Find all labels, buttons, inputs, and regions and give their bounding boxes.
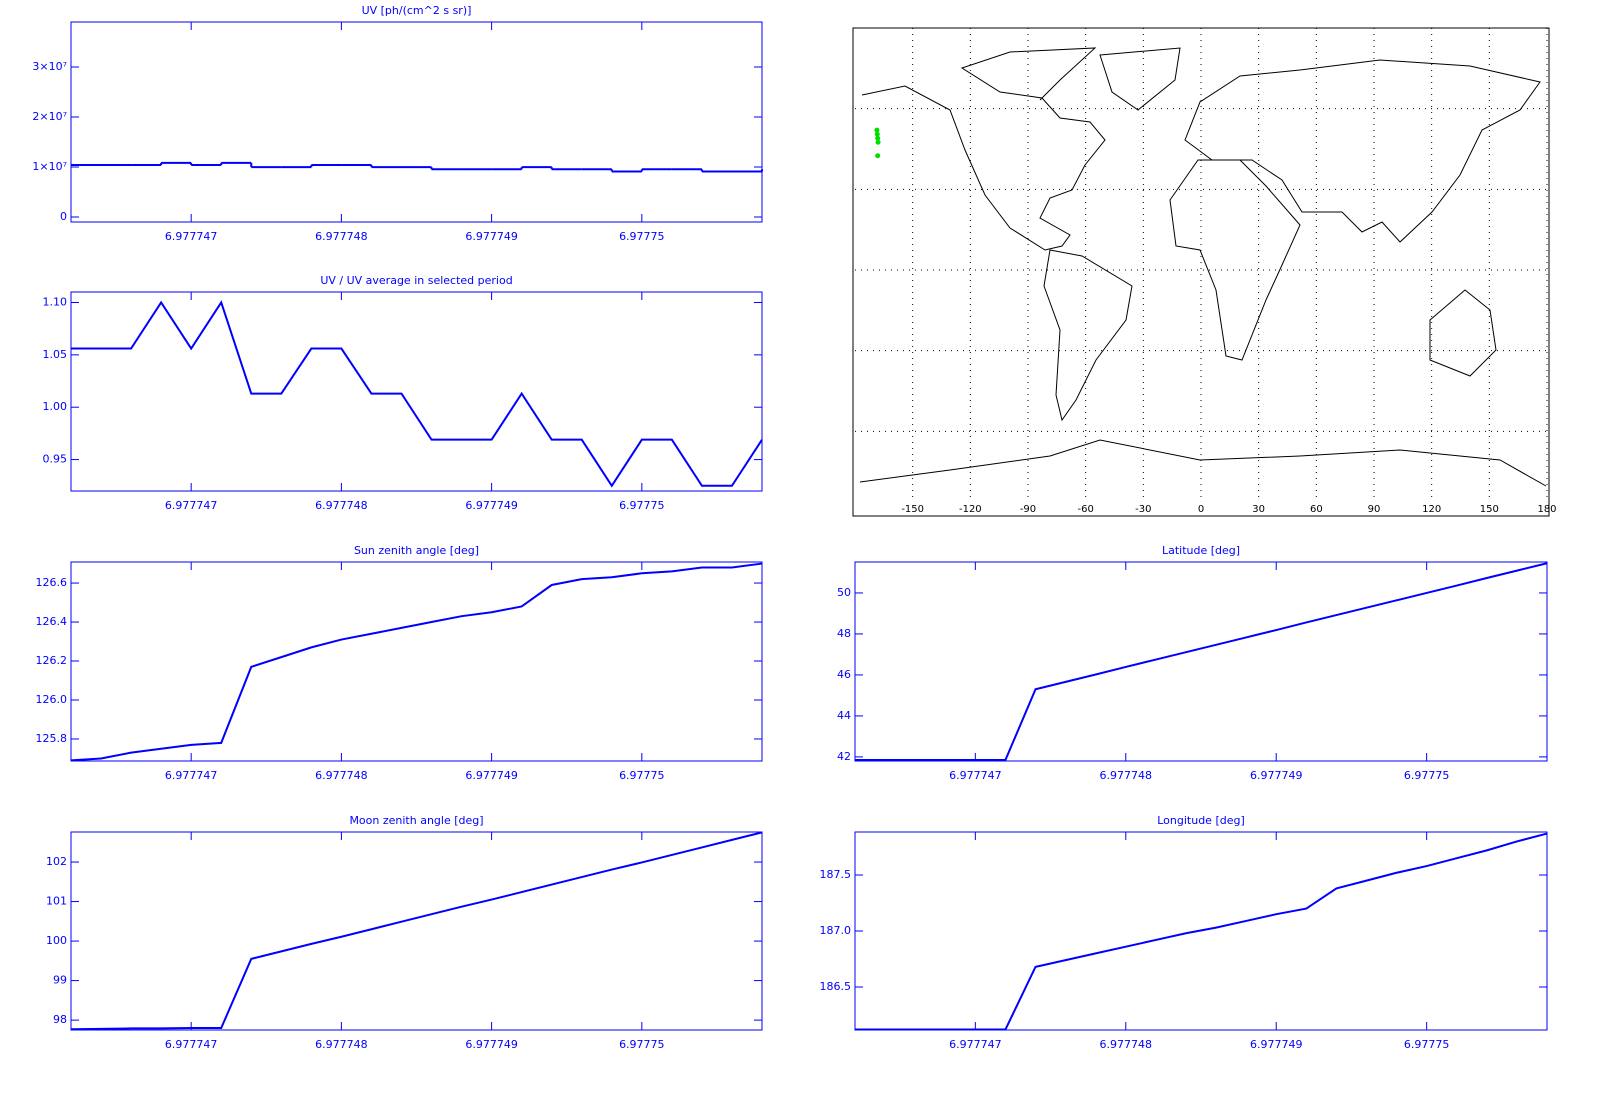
y-tick-label: 126.6 <box>36 576 68 589</box>
x-tick-label: 6.97775 <box>619 499 665 512</box>
x-tick-label: 6.977747 <box>949 1038 1002 1051</box>
chart-title: Sun zenith angle [deg] <box>354 544 479 557</box>
plot-frame <box>70 831 763 1031</box>
x-tick-label: 0 <box>1198 504 1204 515</box>
eurasia <box>1184 59 1541 243</box>
x-tick-label: 6.97775 <box>619 230 665 243</box>
y-tick-label: 186.5 <box>820 980 852 993</box>
x-tick-label: 6.977748 <box>315 1038 368 1051</box>
x-tick-label: 180 <box>1537 504 1556 515</box>
chart-title: UV [ph/(cm^2 s sr)] <box>362 4 472 17</box>
x-tick-label: 6.977749 <box>1250 1038 1303 1051</box>
x-tick-label: 6.97775 <box>619 1038 665 1051</box>
y-tick-label: 99 <box>53 974 67 987</box>
plot-frame <box>70 291 763 492</box>
x-tick-label: 6.977749 <box>465 1038 518 1051</box>
x-tick-label: 6.977749 <box>465 499 518 512</box>
x-tick-label: -120 <box>959 504 982 515</box>
x-tick-label: 90 <box>1368 504 1381 515</box>
y-tick-label: 102 <box>46 855 67 868</box>
x-tick-label: 6.977749 <box>465 769 518 782</box>
x-tick-label: 150 <box>1480 504 1499 515</box>
series-line <box>855 562 1548 761</box>
y-tick-label: 100 <box>46 934 67 947</box>
x-tick-label: -150 <box>901 504 924 515</box>
south-america <box>1043 249 1133 422</box>
x-tick-label: 30 <box>1252 504 1265 515</box>
x-tick-label: 6.977749 <box>465 230 518 243</box>
series-line <box>71 300 763 488</box>
y-tick-label: 0 <box>60 210 67 223</box>
greenland <box>1099 47 1181 111</box>
y-tick-label: 101 <box>46 895 67 908</box>
plot-frame <box>70 21 763 223</box>
y-tick-label: 98 <box>53 1013 67 1026</box>
y-tick-label: 126.2 <box>36 654 68 667</box>
series-line <box>855 832 1548 1031</box>
chart-title: Latitude [deg] <box>1162 544 1240 557</box>
y-tick-label: 187.0 <box>820 924 852 937</box>
x-tick-label: 6.977747 <box>165 230 218 243</box>
y-tick-label: 50 <box>837 586 851 599</box>
australia <box>1429 289 1497 377</box>
series-line <box>70 831 763 1031</box>
x-tick-label: 6.97775 <box>1404 769 1450 782</box>
x-tick-label: 60 <box>1310 504 1323 515</box>
y-tick-label: 42 <box>837 750 851 763</box>
x-tick-label: 6.977749 <box>1250 769 1303 782</box>
chart-title: UV / UV average in selected period <box>320 274 512 287</box>
y-tick-label: 125.8 <box>36 732 68 745</box>
continents <box>859 47 1547 487</box>
x-tick-label: 6.977747 <box>165 499 218 512</box>
y-tick-label: 126.4 <box>36 615 68 628</box>
x-tick-label: 6.977747 <box>165 1038 218 1051</box>
y-tick-label: 2×10⁷ <box>32 110 67 123</box>
x-tick-label: 6.977747 <box>949 769 1002 782</box>
x-tick-label: -60 <box>1077 504 1093 515</box>
x-tick-label: 120 <box>1422 504 1441 515</box>
y-tick-label: 48 <box>837 627 851 640</box>
y-tick-label: 187.5 <box>820 868 852 881</box>
series-line <box>70 562 763 762</box>
antarctica <box>859 439 1547 487</box>
chart-title: Moon zenith angle [deg] <box>349 814 483 827</box>
chart-title: Longitude [deg] <box>1157 814 1245 827</box>
x-tick-label: -30 <box>1135 504 1151 515</box>
y-tick-label: 44 <box>837 709 851 722</box>
north-america <box>861 47 1106 251</box>
x-tick-label: 6.977747 <box>165 769 218 782</box>
track-point <box>874 127 880 133</box>
plot-frame <box>854 561 1548 762</box>
y-tick-label: 1×10⁷ <box>32 160 67 173</box>
y-tick-label: 0.95 <box>43 453 68 466</box>
x-tick-label: 6.97775 <box>1404 1038 1450 1051</box>
x-tick-label: 6.977748 <box>1100 769 1153 782</box>
track-point <box>875 139 881 145</box>
y-tick-label: 1.00 <box>43 400 68 413</box>
y-tick-label: 126.0 <box>36 693 68 706</box>
x-tick-label: 6.977748 <box>315 499 368 512</box>
x-tick-label: 6.977748 <box>315 230 368 243</box>
track-point <box>875 153 881 159</box>
track-point <box>874 131 880 137</box>
x-tick-label: 6.977748 <box>1100 1038 1153 1051</box>
x-tick-label: 6.977748 <box>315 769 368 782</box>
track-point <box>875 135 881 141</box>
y-tick-label: 1.10 <box>43 295 68 308</box>
x-tick-label: 6.97775 <box>619 769 665 782</box>
y-tick-label: 1.05 <box>43 348 68 361</box>
y-tick-label: 46 <box>837 668 851 681</box>
x-tick-label: -90 <box>1020 504 1036 515</box>
y-tick-label: 3×10⁷ <box>32 60 67 73</box>
